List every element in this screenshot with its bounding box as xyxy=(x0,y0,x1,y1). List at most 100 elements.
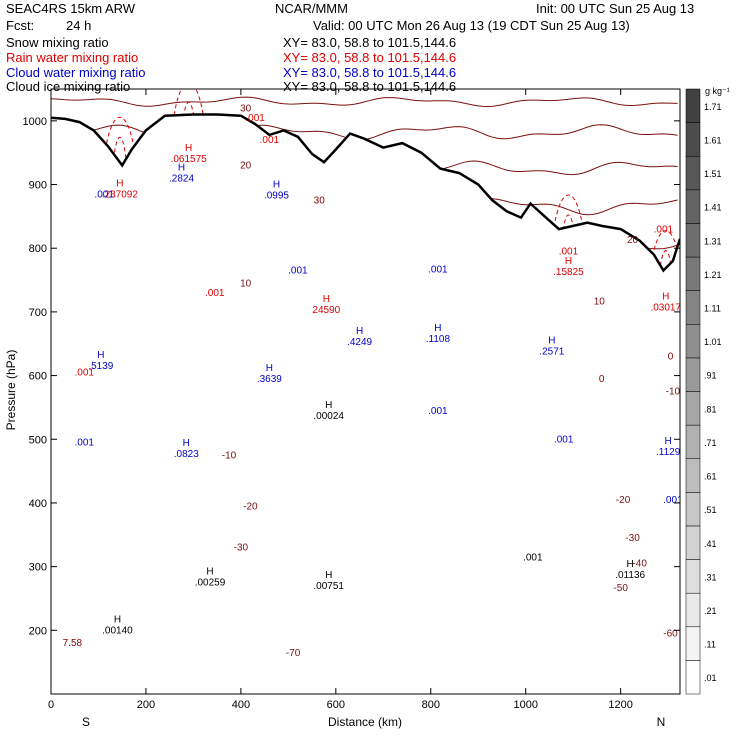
isotherm-label-8: -10 xyxy=(222,450,237,461)
colorbar-swatch-13 xyxy=(685,223,701,258)
y-axis-title: Pressure (hPa) xyxy=(4,350,18,431)
colorbar-swatch-14 xyxy=(685,189,701,224)
colorbar-label-8: .81 xyxy=(704,404,717,414)
contour-label-11: .001 xyxy=(559,247,579,258)
maximum-marker-17: H xyxy=(185,143,192,154)
maximum-value-13: 24590 xyxy=(312,305,340,316)
colorbar-swatch-6 xyxy=(685,458,701,493)
forecast-label: Fcst: xyxy=(6,18,35,33)
maximum-marker-15: H xyxy=(116,178,123,189)
maximum-value-7: .5139 xyxy=(88,361,113,372)
colorbar-label-7: .71 xyxy=(704,438,717,448)
colorbar-label-5: .51 xyxy=(704,505,717,515)
isotherm-label-3: -40 xyxy=(632,559,647,570)
colorbar-label-2: .21 xyxy=(704,606,717,616)
field-cloud-name: Cloud water mixing ratio xyxy=(6,65,146,80)
maximum-marker-4: H xyxy=(183,438,190,449)
y-tick-label-7: 900 xyxy=(29,180,47,192)
maximum-marker-11: H xyxy=(548,336,555,347)
isotherm-35 xyxy=(51,96,678,108)
field-snow-name: Snow mixing ratio xyxy=(6,35,109,50)
maximum-marker-0: H xyxy=(114,615,121,626)
colorbar-label-17: 1.71 xyxy=(704,102,722,112)
colorbar-swatch-1 xyxy=(685,626,701,661)
x-tick-label-3: 600 xyxy=(327,699,345,711)
maximum-value-15: .237092 xyxy=(102,189,139,200)
maximum-value-11: .2571 xyxy=(539,347,564,358)
maximum-value-9: .4249 xyxy=(347,337,372,348)
maximum-marker-2: H xyxy=(325,570,332,581)
maximum-marker-8: H xyxy=(266,363,273,374)
y-tick-label-1: 300 xyxy=(29,562,47,574)
maximum-marker-7: H xyxy=(97,350,104,361)
x-tick-label-6: 1200 xyxy=(608,699,632,711)
field-cloud-xy: XY= 83.0, 58.8 to 101.5,144.6 xyxy=(283,65,457,80)
colorbar-label-4: .41 xyxy=(704,539,717,549)
model-title: SEAC4RS 15km ARW xyxy=(6,1,136,16)
colorbar-label-3: .31 xyxy=(704,572,717,582)
colorbar-swatch-10 xyxy=(685,324,701,359)
colorbar-swatch-8 xyxy=(685,391,701,426)
colorbar-label-12: 1.21 xyxy=(704,270,722,280)
colorbar-swatch-16 xyxy=(685,122,701,157)
colorbar-label-1: .11 xyxy=(704,640,716,650)
maximum-value-8: .3639 xyxy=(257,374,282,385)
field-rain-xy: XY= 83.0, 58.8 to 101.5,144.6 xyxy=(283,50,457,65)
y-tick-label-3: 500 xyxy=(29,434,47,446)
colorbar-label-6: .61 xyxy=(704,472,717,482)
contour-label-16: 0 xyxy=(668,352,674,363)
init-time: Init: 00 UTC Sun 25 Aug 13 xyxy=(536,1,695,16)
maximum-value-17: .061575 xyxy=(171,154,208,165)
maximum-marker-16: H xyxy=(178,162,185,173)
colorbar-swatch-2 xyxy=(685,592,701,628)
x-axis-title: Distance (km) xyxy=(328,715,402,729)
maximum-marker-1: H xyxy=(206,567,213,578)
field-snow-xy: XY= 83.0, 58.8 to 101.5,144.6 xyxy=(283,35,457,50)
maximum-marker-10: H xyxy=(434,323,441,334)
contour-label-6: .001 xyxy=(554,434,574,445)
maximum-value-14: .15825 xyxy=(553,267,584,278)
colorbar-label-13: 1.31 xyxy=(704,236,722,246)
maximum-value-16: .2824 xyxy=(169,173,194,184)
maximum-value-12: .03017 xyxy=(650,303,681,314)
colorbar-swatch-17 xyxy=(685,88,701,123)
maximum-value-6: .1129 xyxy=(656,447,681,458)
valid-time: Valid: 00 UTC Mon 26 Aug 13 (19 CDT Sun … xyxy=(313,18,630,33)
contour-label-9: .001 xyxy=(428,264,448,275)
contour-label-17: 30 xyxy=(314,196,326,207)
colorbar-swatch-3 xyxy=(685,559,701,594)
maximum-marker-3: H xyxy=(627,559,634,570)
contour-label-0: 7.58 xyxy=(63,638,83,649)
x-tick-label-1: 200 xyxy=(137,699,155,711)
endpoint-left: S xyxy=(82,715,90,729)
isotherm-label-6: -20 xyxy=(243,501,258,512)
plot-frame xyxy=(50,88,681,695)
colorbar-label-16: 1.61 xyxy=(704,135,722,145)
isotherm-label-4: -30 xyxy=(234,543,249,554)
contour-label-2: .001 xyxy=(74,368,94,379)
colorbar-swatch-12 xyxy=(685,256,701,291)
colorbar-swatch-0 xyxy=(685,660,701,695)
endpoint-right: N xyxy=(657,715,666,729)
isotherm-label-10: 10 xyxy=(240,278,252,289)
maximum-value-3: .01136 xyxy=(615,570,645,581)
y-tick-label-0: 200 xyxy=(29,625,47,637)
isotherm-label-7: -20 xyxy=(616,495,631,506)
contour-label-3: .001 xyxy=(94,189,114,200)
isotherm-label-11: 10 xyxy=(594,296,606,307)
isotherm-label-5: -30 xyxy=(625,533,640,544)
contour-label-15: 0 xyxy=(599,374,605,385)
maximum-marker-18: H xyxy=(273,180,280,191)
maximum-value-5: .00024 xyxy=(313,411,344,422)
maximum-value-10: .1108 xyxy=(426,334,451,345)
colorbar-swatch-15 xyxy=(685,155,701,191)
contour-label-8: .001 xyxy=(288,266,308,277)
field-ice-xy: XY= 83.0, 58.8 to 101.5,144.6 xyxy=(283,79,457,94)
colorbar-unit: g kg⁻¹ xyxy=(705,86,730,96)
isotherm-label-0: -70 xyxy=(286,648,301,659)
forecast-hours: 24 h xyxy=(66,18,92,33)
colorbar-label-15: 1.51 xyxy=(704,169,722,179)
contour-label-4: .001 xyxy=(523,552,543,563)
contour-label-5: .001 xyxy=(663,495,683,506)
